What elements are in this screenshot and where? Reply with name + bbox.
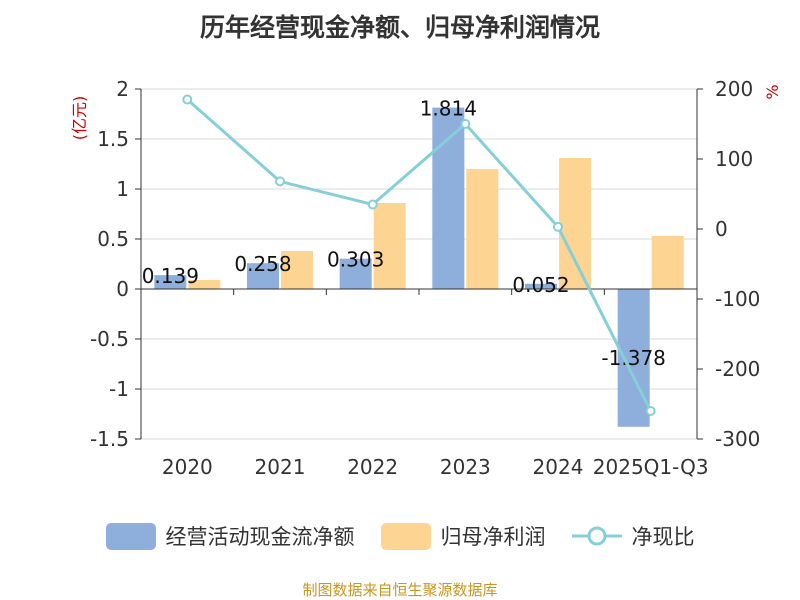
data-label-cashflow: 0.303	[327, 248, 384, 272]
y-left-tick-label: -0.5	[90, 327, 129, 351]
legend-line-marker-icon	[571, 526, 622, 546]
y-left-tick-label: 0.5	[97, 227, 129, 251]
y-left-tick-label: 1	[116, 177, 129, 201]
data-label-cashflow: 0.139	[142, 264, 199, 288]
data-label-cashflow: 1.814	[420, 97, 477, 121]
chart-title: 历年经营现金净额、归母净利润情况	[199, 13, 600, 42]
point-cash-ratio	[645, 406, 656, 416]
bar-cashflow	[154, 275, 187, 289]
x-tick-label: 2025Q1-Q3	[593, 455, 709, 479]
y-left-tick-label: -1	[109, 377, 129, 401]
y-right-tick-label: 0	[715, 217, 728, 241]
legend-label-cash-ratio: 净现比	[631, 525, 695, 549]
legend-item-cash-ratio[interactable]: 净现比	[571, 521, 695, 551]
bar-net-profit	[559, 158, 591, 289]
point-cash-ratio	[553, 221, 563, 232]
point-cash-ratio	[460, 119, 471, 129]
bar-net-profit	[466, 169, 499, 289]
data-label-cashflow: 0.258	[234, 252, 291, 276]
point-cash-ratio	[275, 176, 285, 187]
legend-swatch-cashflow	[105, 522, 156, 550]
y-right-tick-label: 200	[715, 77, 753, 101]
y-left-tick-label: 1.5	[97, 127, 129, 151]
y-left-tick-label: 0	[116, 277, 129, 301]
bar-net-profit	[188, 280, 221, 289]
x-tick-label: 2021	[255, 455, 306, 479]
y-left-axis-label: (亿元)	[70, 96, 89, 141]
y-right-tick-label: -300	[715, 427, 760, 451]
y-right-axis-label: %	[763, 84, 782, 99]
x-tick-label: 2022	[347, 455, 398, 479]
legend-swatch-net-profit	[380, 522, 431, 550]
bar-cashflow	[247, 263, 279, 289]
y-right-tick-label: -100	[715, 287, 760, 311]
bar-cashflow	[339, 258, 372, 289]
bar-net-profit	[373, 203, 406, 289]
y-right-tick-label: 100	[715, 147, 753, 171]
legend-label-net-profit: 归母净利润	[440, 525, 546, 549]
legend-item-net-profit[interactable]: 归母净利润	[380, 521, 546, 551]
point-cash-ratio	[182, 94, 193, 105]
y-left-tick-label: 2	[116, 77, 129, 101]
x-tick-label: 2020	[162, 455, 213, 479]
bar-net-profit	[651, 236, 684, 289]
x-tick-label: 2023	[440, 455, 491, 479]
bar-net-profit	[281, 251, 313, 289]
x-tick-label: 2024	[533, 455, 584, 479]
y-left-tick-label: -1.5	[90, 427, 129, 451]
point-cash-ratio	[367, 199, 378, 210]
bar-cashflow	[432, 107, 465, 289]
y-right-tick-label: -200	[715, 357, 760, 381]
data-label-cashflow: -1.378	[601, 346, 665, 370]
data-source-note: 制图数据来自恒生聚源数据库	[302, 581, 498, 599]
bar-cashflow	[525, 283, 557, 289]
legend-item-cashflow[interactable]: 经营活动现金流净额	[105, 521, 355, 551]
legend-label-cashflow: 经营活动现金流净额	[165, 525, 355, 549]
line-cash-ratio	[186, 98, 653, 412]
data-label-cashflow: 0.052	[512, 273, 569, 297]
legend: 经营活动现金流净额 归母净利润 净现比	[0, 518, 800, 554]
